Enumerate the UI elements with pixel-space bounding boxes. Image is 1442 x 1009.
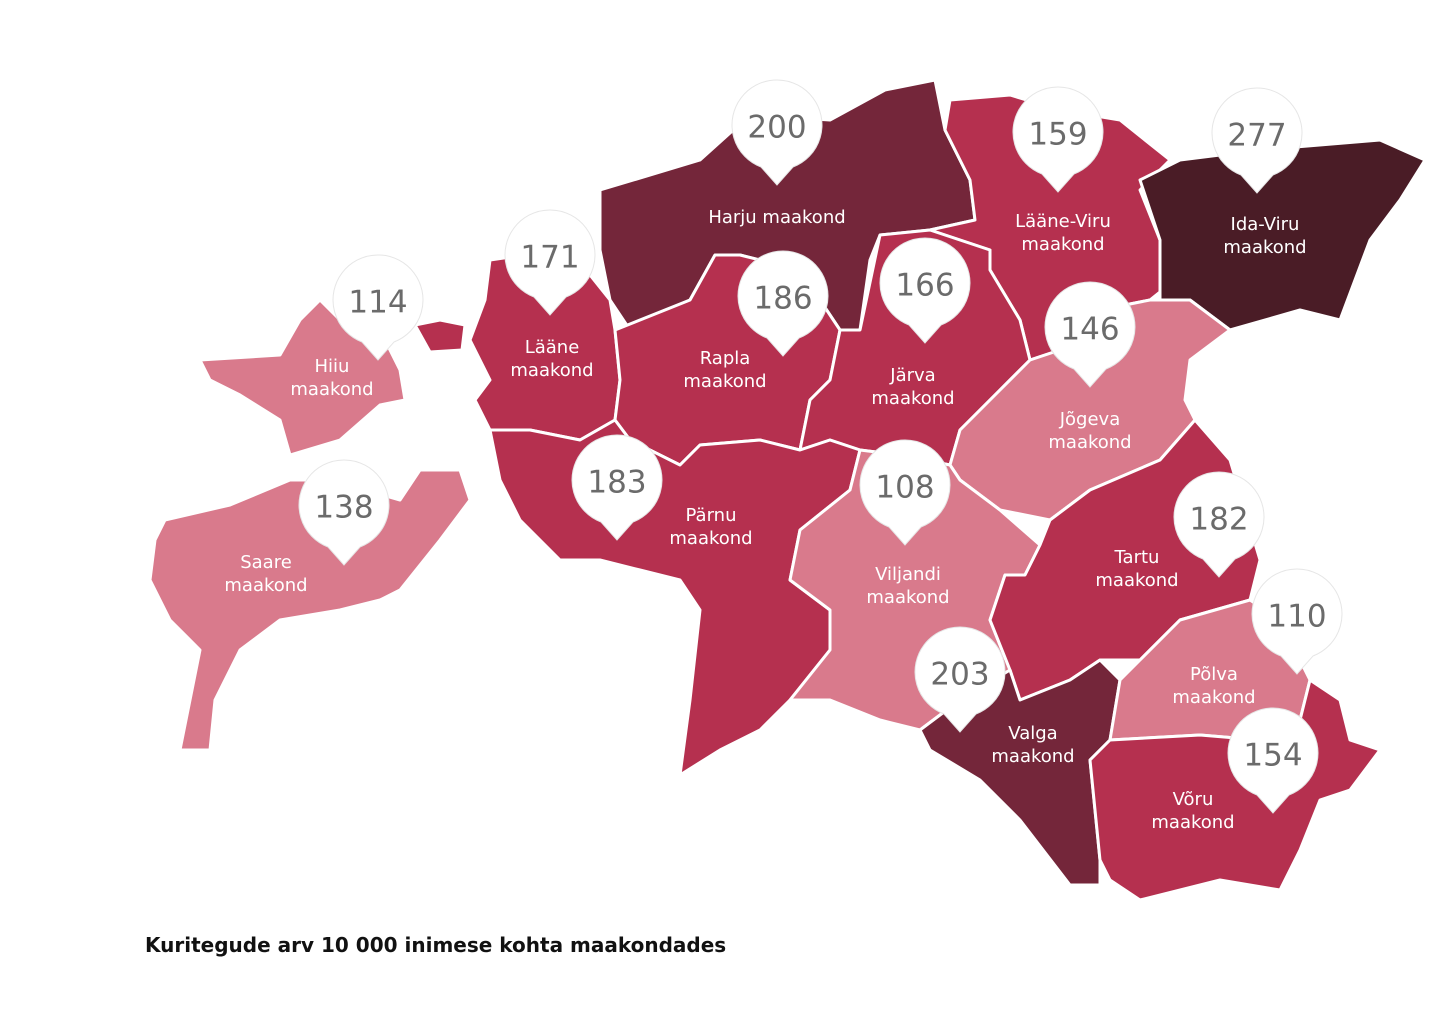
pin-value: 277	[1227, 118, 1286, 154]
pin-value: 138	[314, 490, 373, 526]
pin-value: 200	[747, 110, 806, 146]
county-label: Põlva maakond	[1172, 664, 1256, 708]
pin	[1227, 707, 1319, 814]
county-label: Pärnu maakond	[669, 505, 753, 549]
islet	[412, 318, 467, 354]
pin-value: 114	[348, 285, 407, 321]
pin	[1211, 87, 1303, 194]
pin	[332, 254, 424, 361]
pin	[879, 237, 971, 344]
pin-value: 154	[1243, 738, 1302, 774]
pin	[504, 209, 596, 316]
pin-value: 182	[1189, 502, 1248, 538]
map-title: Kuritegude arv 10 000 inimese kohta maak…	[145, 933, 727, 957]
pin	[914, 626, 1006, 733]
county-label: Valga maakond	[991, 723, 1075, 767]
county-label: Järva maakond	[871, 365, 955, 409]
county	[198, 298, 407, 457]
pin-value: 110	[1267, 599, 1326, 635]
county-label: Hiiu maakond	[290, 356, 374, 400]
pin-value: 146	[1060, 312, 1119, 348]
pin	[859, 439, 951, 546]
pin-value: 108	[875, 470, 934, 506]
county-label: Võru maakond	[1151, 789, 1235, 833]
pin	[737, 250, 829, 357]
pin-value: 183	[587, 465, 646, 501]
county-label: Tartu maakond	[1095, 547, 1179, 591]
pin	[1012, 86, 1104, 193]
pin	[1044, 281, 1136, 388]
pin	[1251, 568, 1343, 675]
pin-value: 203	[930, 657, 989, 693]
pin	[731, 79, 823, 186]
county-label: Ida-Viru maakond	[1223, 214, 1307, 258]
county-label: Jõgeva maakond	[1048, 409, 1132, 453]
pin	[1173, 471, 1265, 578]
county-label: Lääne-Viru maakond	[1015, 211, 1111, 255]
pin	[298, 459, 390, 566]
county-label: Harju maakond	[708, 207, 846, 228]
pin	[571, 434, 663, 541]
county-label: Saare maakond	[224, 552, 308, 596]
county-label: Rapla maakond	[683, 348, 767, 392]
pin-value: 186	[753, 281, 812, 317]
pin-value: 171	[520, 240, 579, 276]
county-label: Viljandi maakond	[866, 564, 950, 608]
county	[488, 418, 862, 777]
county-label: Lääne maakond	[510, 337, 594, 381]
pin-value: 166	[895, 268, 954, 304]
pin-value: 159	[1028, 117, 1087, 153]
